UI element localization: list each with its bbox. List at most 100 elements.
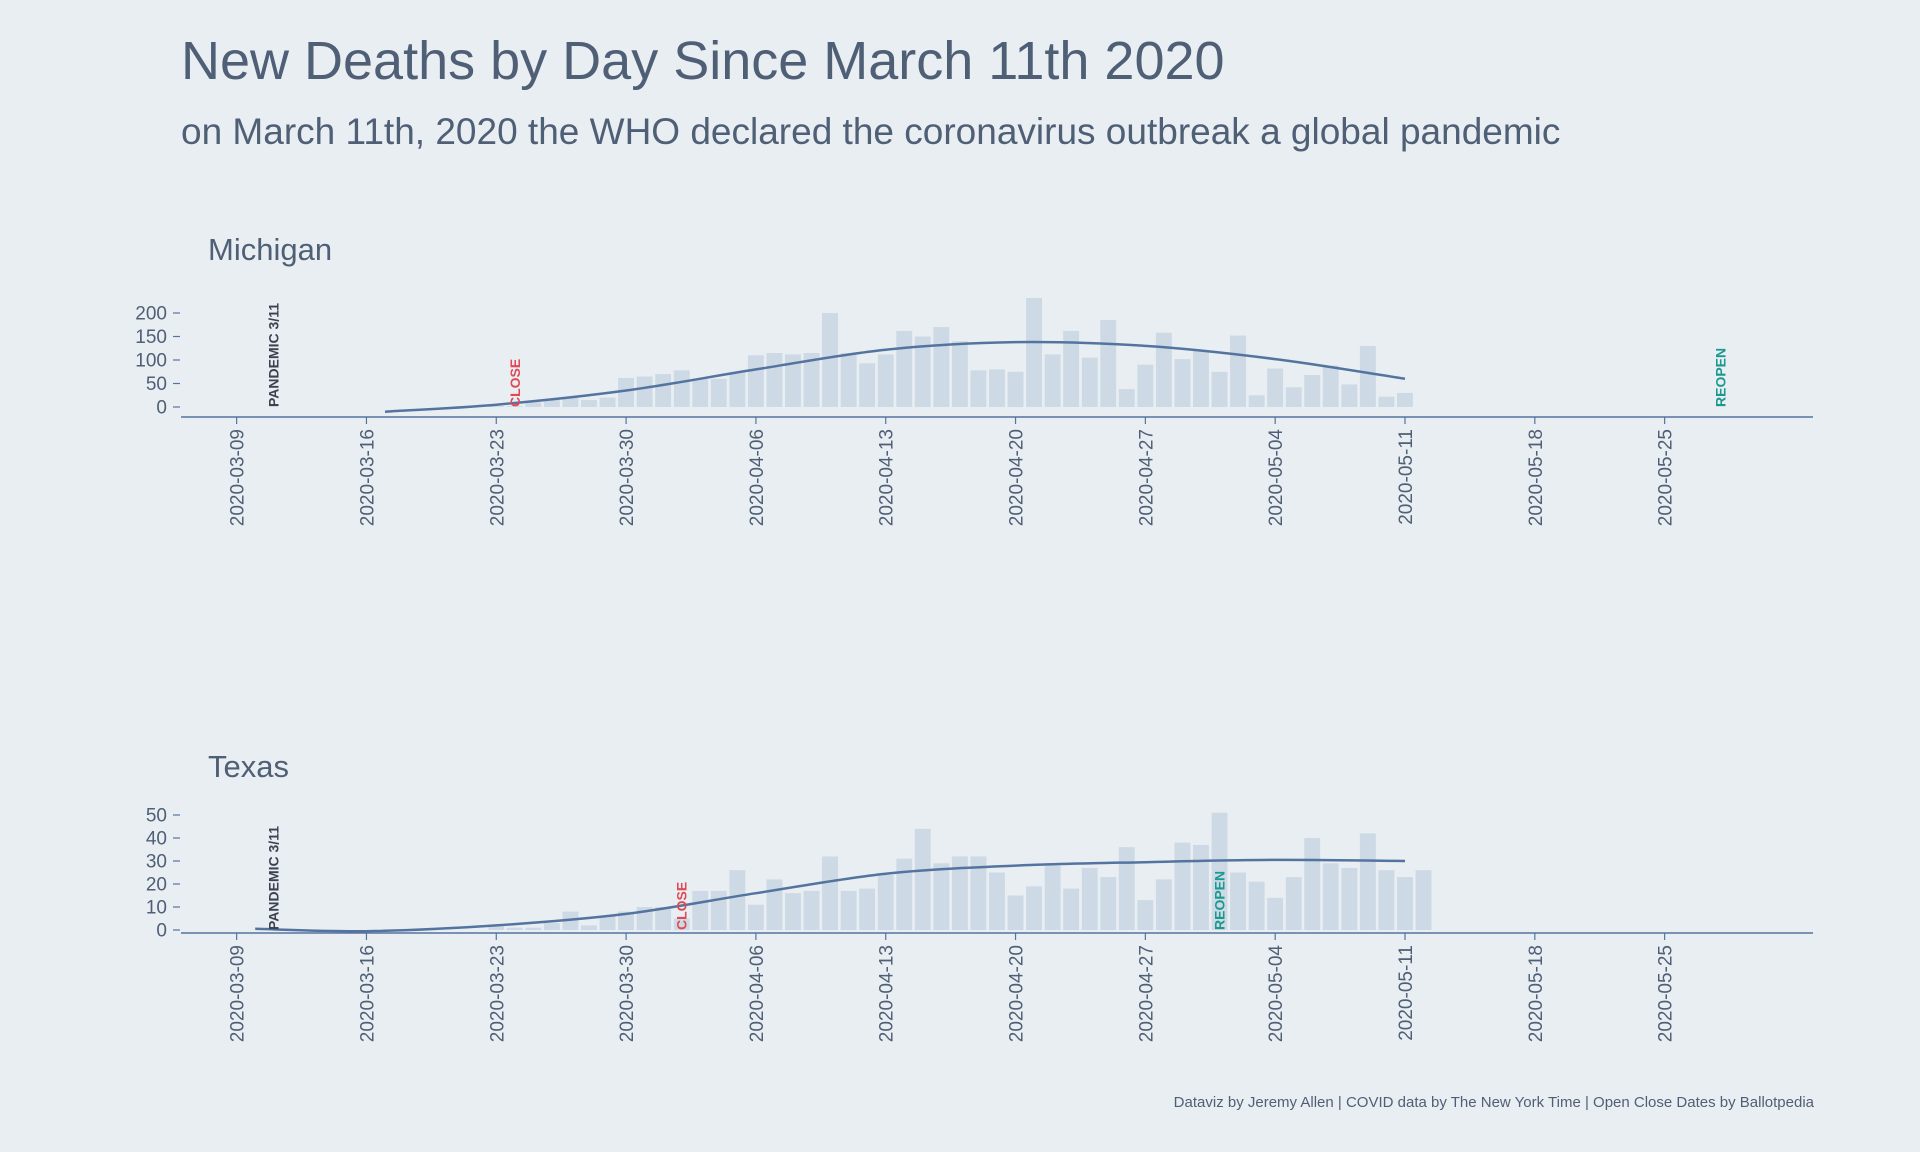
x-tick-label: 2020-05-18 [1526, 429, 1547, 526]
x-tick-label: 2020-03-30 [617, 429, 638, 526]
bar [543, 400, 560, 407]
bar [1007, 895, 1024, 930]
bar [803, 890, 820, 930]
bar [1100, 320, 1117, 407]
bar [1118, 389, 1135, 407]
annotation-reopen: REOPEN [1212, 871, 1228, 930]
bar [655, 907, 672, 930]
x-tick-label: 2020-04-06 [747, 945, 768, 1042]
bar [581, 400, 597, 407]
bar [1193, 844, 1209, 930]
bar [840, 353, 857, 407]
bar [1081, 357, 1098, 407]
bar [1007, 371, 1024, 408]
bar [1137, 900, 1154, 930]
bar [877, 354, 894, 407]
bar [1322, 863, 1339, 930]
bar [488, 406, 505, 407]
bar [1044, 865, 1061, 930]
x-tick-label: 2020-03-23 [487, 945, 508, 1042]
bar [1359, 345, 1376, 407]
x-tick-label: 2020-03-30 [617, 945, 638, 1042]
bar [1100, 877, 1117, 930]
bar [488, 925, 505, 930]
bar [1341, 867, 1358, 930]
bar [1415, 870, 1432, 930]
bar [896, 858, 913, 930]
bar [1063, 888, 1080, 930]
bar [1026, 886, 1042, 930]
x-tick-label: 2020-05-25 [1656, 429, 1677, 526]
bar [1174, 842, 1191, 930]
bar [785, 893, 801, 930]
x-tick-label: 2020-04-20 [1007, 429, 1028, 526]
bar [599, 916, 616, 930]
bar [1081, 867, 1098, 930]
x-tick-label: 2020-03-09 [228, 429, 249, 526]
bar [636, 376, 653, 407]
bar [989, 369, 1005, 407]
bar [618, 911, 634, 930]
bar [766, 879, 783, 930]
texas-chart: 2020-03-09 2020-03-16 2020-03-23 2020-03-30… [146, 806, 1813, 1043]
bar [1322, 365, 1339, 407]
bar [1230, 335, 1246, 407]
bar [729, 371, 746, 408]
bar [951, 856, 968, 930]
y-tick-label: 0 [156, 398, 167, 419]
y-tick-label: 10 [146, 898, 167, 919]
bar [1155, 879, 1172, 930]
bar [562, 397, 579, 407]
annotation-close: CLOSE [507, 359, 523, 407]
bar [1341, 384, 1358, 407]
x-tick-label: 2020-04-13 [877, 429, 898, 526]
bar [1397, 392, 1413, 407]
bar [1248, 395, 1265, 408]
bar [1137, 364, 1154, 407]
bar [1285, 877, 1302, 930]
bar [1285, 387, 1302, 407]
bar [710, 378, 727, 407]
x-tick-label: 2020-05-04 [1266, 945, 1287, 1043]
x-tick-label: 2020-03-23 [487, 429, 508, 526]
bar [1267, 368, 1284, 407]
bar [1044, 354, 1061, 407]
y-tick-label: 150 [135, 327, 167, 348]
page-title: New Deaths by Day Since March 11th 2020 [181, 31, 1225, 91]
bar [970, 856, 987, 930]
bar [525, 927, 542, 930]
bar [543, 923, 560, 930]
bar [1359, 833, 1376, 930]
bar [1397, 877, 1413, 930]
bar [1378, 396, 1395, 407]
bar [618, 377, 634, 407]
panel-title-texas: Texas [208, 749, 289, 784]
panel-title-michigan: Michigan [208, 232, 333, 267]
bar [729, 870, 746, 930]
bar [989, 872, 1005, 930]
x-tick-label: 2020-04-13 [877, 945, 898, 1042]
annotation-pandemic: PANDEMIC 3/11 [266, 303, 282, 407]
bar [692, 378, 709, 407]
bar [970, 370, 987, 407]
bar [914, 828, 931, 930]
bar [1267, 897, 1284, 930]
bar [1174, 359, 1191, 407]
annotation-reopen: REOPEN [1712, 348, 1728, 407]
x-tick-label: 2020-04-20 [1007, 945, 1028, 1042]
x-tick-label: 2020-03-16 [358, 945, 379, 1042]
bar [951, 341, 968, 407]
bar [822, 313, 838, 407]
x-tick-label: 2020-05-11 [1396, 945, 1417, 1041]
page-subtitle: on March 11th, 2020 the WHO declared the… [181, 111, 1561, 152]
bar [1230, 872, 1246, 930]
bar [914, 336, 931, 407]
bar [673, 370, 690, 407]
y-tick-label: 40 [146, 829, 167, 850]
bar [877, 874, 894, 930]
bar [525, 402, 542, 407]
bar [506, 406, 523, 407]
michigan-chart: 2020-03-09 2020-03-16 2020-03-23 2020-03-30… [135, 298, 1813, 526]
bar [581, 925, 597, 930]
